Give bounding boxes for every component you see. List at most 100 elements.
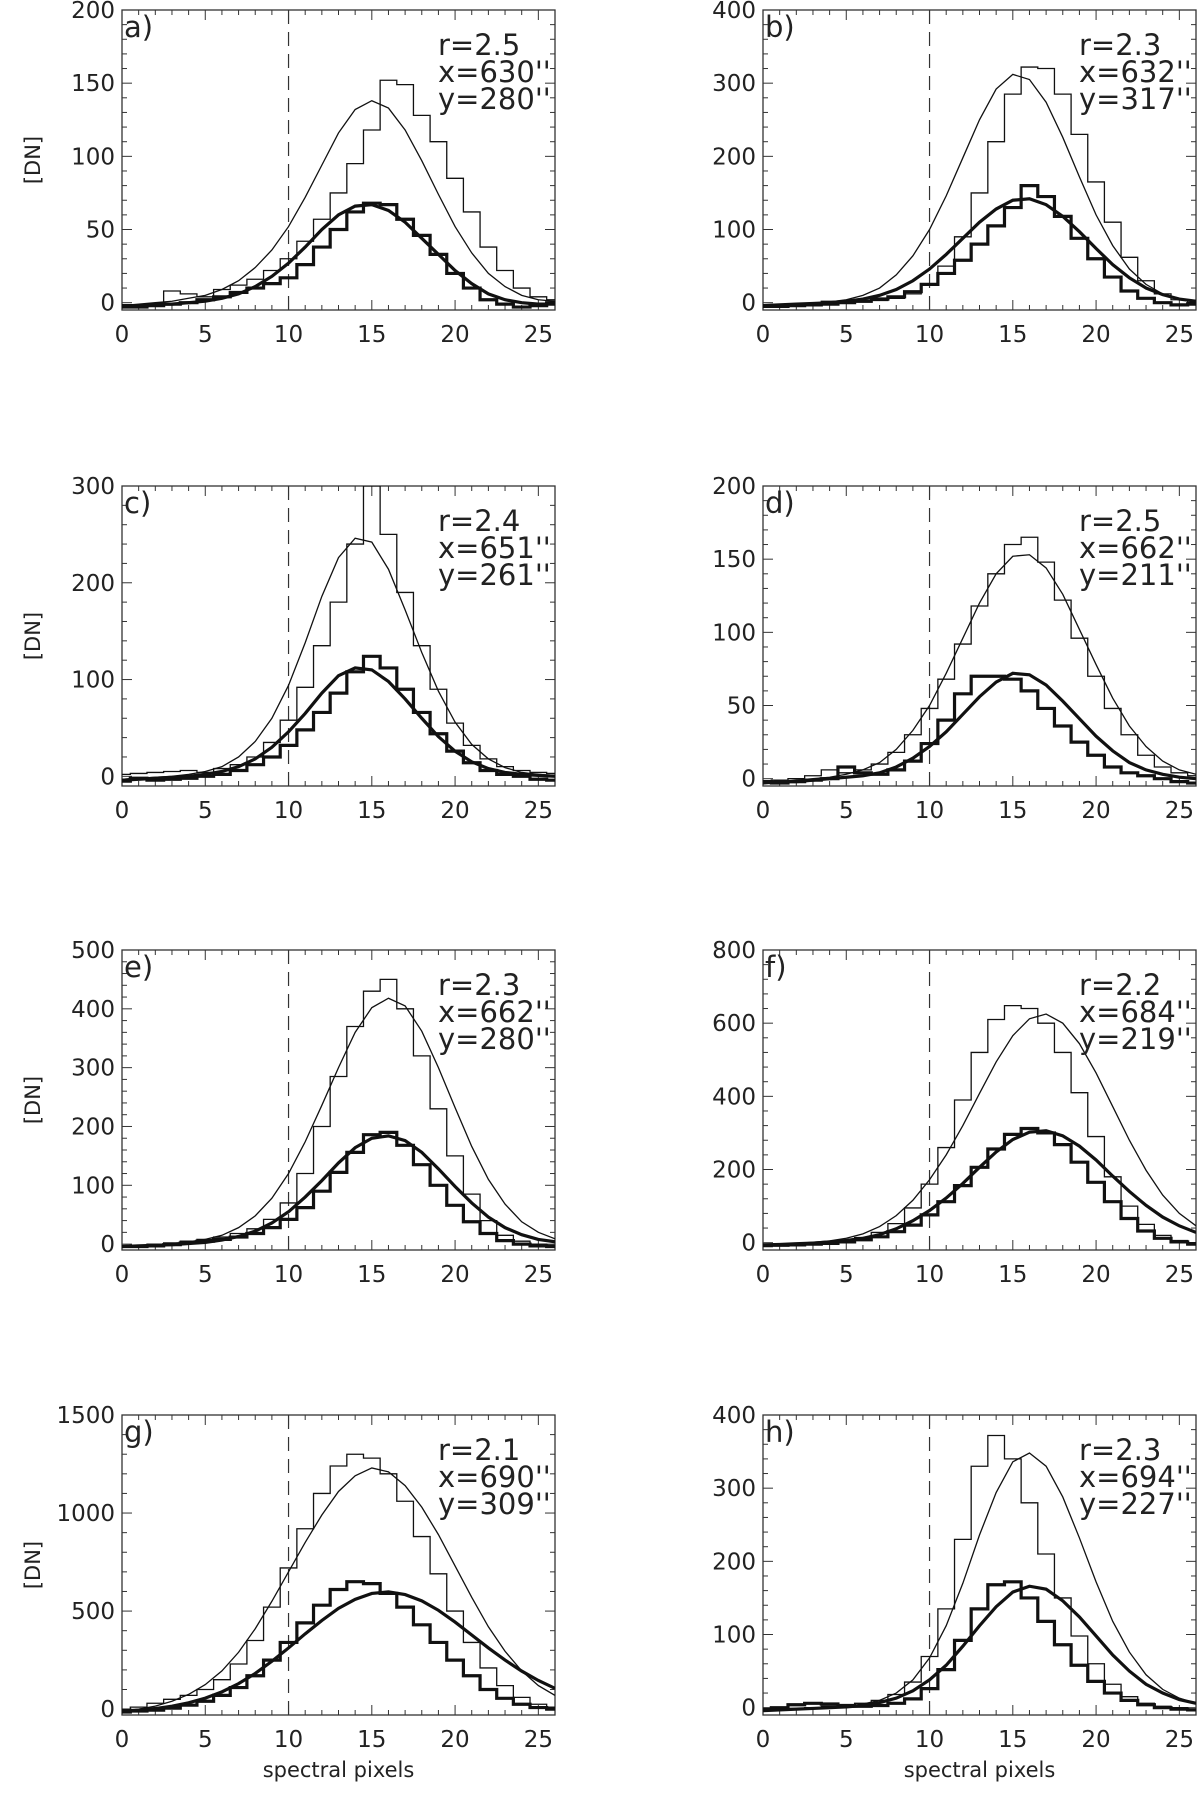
thin-fit-series xyxy=(763,554,1196,784)
chart-panel-h: 0 5 10 15 20 25 0 100 200 300 400 spectral pixels h)… xyxy=(712,1403,1197,1782)
thick-step-series xyxy=(763,674,1196,785)
thick-step-series xyxy=(122,1580,555,1714)
thick-fit-series xyxy=(122,1590,555,1713)
x-tick-label: 15 xyxy=(357,322,386,348)
y-tick-label: 200 xyxy=(712,474,756,500)
y-axis-label: [DN] xyxy=(21,1541,45,1589)
y-tick-label: 100 xyxy=(712,1623,756,1649)
panel-annotation: x=694'' xyxy=(1079,1460,1192,1494)
panel-annotation: y=219'' xyxy=(1079,1022,1192,1056)
panel-annotation: y=280'' xyxy=(438,1022,551,1056)
y-tick-label: 200 xyxy=(712,1549,756,1575)
thick-step-series xyxy=(763,1126,1196,1248)
y-tick-label: 100 xyxy=(71,668,115,694)
series-group xyxy=(763,1434,1196,1713)
panel-annotation: r=2.5 xyxy=(1079,504,1161,538)
thin-step-series xyxy=(122,1453,555,1710)
x-tick-label: 0 xyxy=(756,1727,771,1753)
x-tick-label: 25 xyxy=(524,1727,553,1753)
chart-panel-f: 0 5 10 15 20 25 0 200 400 600 800 f) r=2.2x=684''y=2… xyxy=(712,938,1197,1288)
y-tick-label: 0 xyxy=(741,1231,756,1257)
chart-panel-g: 0 5 10 15 20 25 0 500 1000 1500 [DN] spectral pixel… xyxy=(21,1403,556,1782)
y-tick-label: 400 xyxy=(712,1084,756,1110)
panel-annotation: y=211'' xyxy=(1079,558,1192,592)
x-tick-label: 15 xyxy=(998,1262,1027,1288)
thick-step-series xyxy=(122,654,555,783)
panel-letter: g) xyxy=(124,1415,154,1449)
y-tick-label: 500 xyxy=(71,938,115,964)
panel-letter: e) xyxy=(124,950,153,984)
series-group xyxy=(763,1004,1196,1248)
y-tick-label: 1500 xyxy=(56,1403,115,1429)
x-tick-label: 15 xyxy=(998,798,1027,824)
x-tick-label: 15 xyxy=(357,1262,386,1288)
x-tick-label: 0 xyxy=(756,1262,771,1288)
chart-panel-b: 0 5 10 15 20 25 0 100 200 300 400 b) r=2.3x=632''y=3… xyxy=(712,0,1197,348)
x-tick-label: 10 xyxy=(274,322,303,348)
panel-letter: c) xyxy=(124,486,151,520)
x-tick-label: 5 xyxy=(839,322,854,348)
y-tick-label: 50 xyxy=(727,694,756,720)
panel-annotation: y=261'' xyxy=(438,558,551,592)
y-tick-label: 0 xyxy=(100,291,115,317)
thick-step-series xyxy=(763,1580,1196,1712)
y-tick-label: 400 xyxy=(71,997,115,1023)
panel-letter: h) xyxy=(765,1415,795,1449)
y-tick-label: 150 xyxy=(71,71,115,97)
x-axis-label: spectral pixels xyxy=(904,1758,1056,1782)
thin-step-series xyxy=(122,79,555,308)
y-tick-label: 0 xyxy=(100,1697,115,1723)
x-tick-label: 10 xyxy=(274,1727,303,1753)
chart-panel-a: 0 5 10 15 20 25 0 50 100 150 200 [DN] a) r=2.5x=630''… xyxy=(21,0,556,348)
panel-annotation: x=630'' xyxy=(438,55,551,89)
y-tick-label: 1000 xyxy=(56,1501,115,1527)
x-tick-label: 20 xyxy=(1081,798,1110,824)
panel-annotation: r=2.4 xyxy=(438,504,520,538)
y-tick-label: 500 xyxy=(71,1599,115,1625)
panel-letter: a) xyxy=(124,10,153,44)
x-tick-label: 0 xyxy=(115,1727,130,1753)
y-tick-label: 0 xyxy=(100,1232,115,1258)
series-group xyxy=(122,486,555,783)
x-tick-label: 20 xyxy=(440,1727,469,1753)
chart-panel-d: 0 5 10 15 20 25 0 50 100 150 200 d) r=2.5x=662''y=21… xyxy=(712,474,1197,824)
thick-step-series xyxy=(763,184,1196,308)
thick-fit-series xyxy=(122,1134,555,1249)
panel-annotation: x=632'' xyxy=(1079,55,1192,89)
y-tick-label: 200 xyxy=(712,144,756,170)
y-tick-label: 50 xyxy=(86,218,115,244)
chart-panel-c: 0 5 10 15 20 25 0 100 200 300 [DN] c) r=2.4x=651''y=… xyxy=(21,474,556,824)
panel-letter: b) xyxy=(765,10,795,44)
y-tick-label: 100 xyxy=(71,144,115,170)
y-tick-label: 0 xyxy=(741,1696,756,1722)
y-tick-label: 400 xyxy=(712,1403,756,1429)
thin-step-series xyxy=(763,536,1196,783)
thin-fit-series xyxy=(122,997,555,1247)
series-group xyxy=(122,978,555,1249)
x-tick-label: 15 xyxy=(998,322,1027,348)
x-tick-label: 5 xyxy=(198,1727,213,1753)
x-tick-label: 20 xyxy=(1081,1727,1110,1753)
x-tick-label: 25 xyxy=(524,798,553,824)
series-group xyxy=(122,79,555,309)
y-tick-label: 200 xyxy=(71,1114,115,1140)
thin-fit-series xyxy=(122,100,555,307)
x-tick-label: 10 xyxy=(915,798,944,824)
series-group xyxy=(122,1453,555,1714)
y-tick-label: 300 xyxy=(712,1476,756,1502)
x-tick-label: 20 xyxy=(440,322,469,348)
panel-annotation: y=227'' xyxy=(1079,1487,1192,1521)
y-tick-label: 600 xyxy=(712,1011,756,1037)
panel-annotation: r=2.3 xyxy=(1079,28,1161,62)
y-tick-label: 200 xyxy=(71,571,115,597)
x-tick-label: 15 xyxy=(357,798,386,824)
series-group xyxy=(763,536,1196,785)
x-tick-label: 0 xyxy=(115,1262,130,1288)
x-tick-label: 20 xyxy=(1081,1262,1110,1288)
panel-annotation: x=651'' xyxy=(438,531,551,565)
panel-annotation: x=684'' xyxy=(1079,995,1192,1029)
thick-step-series xyxy=(122,1130,555,1249)
panel-annotation: y=309'' xyxy=(438,1487,551,1521)
thick-fit-series xyxy=(763,1129,1196,1247)
